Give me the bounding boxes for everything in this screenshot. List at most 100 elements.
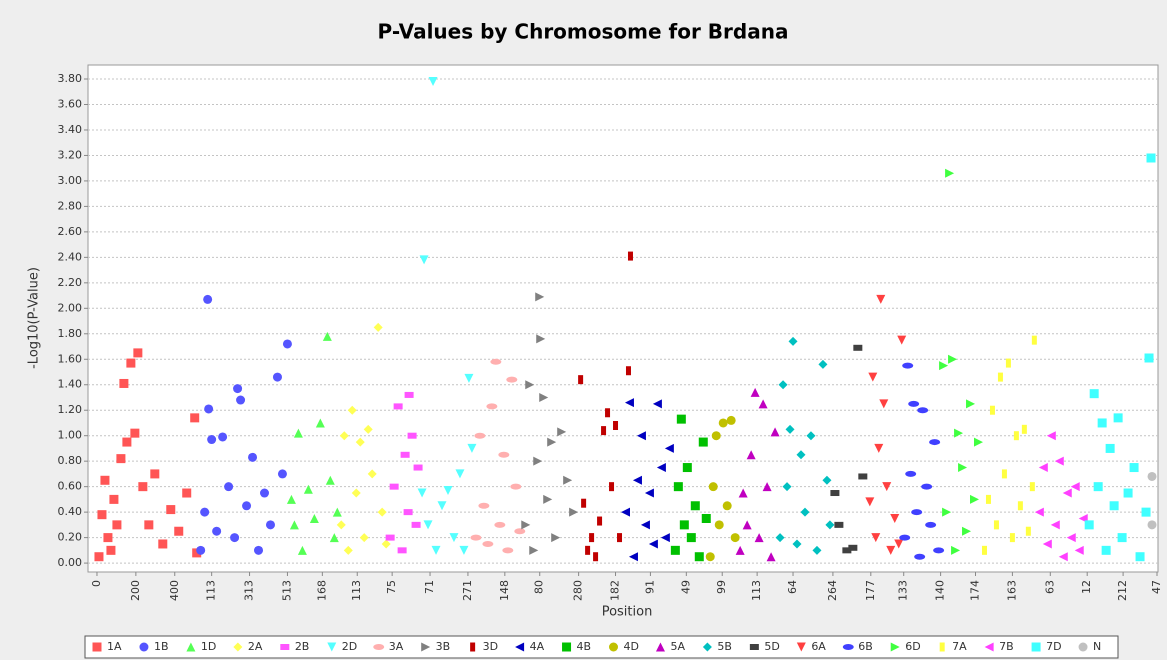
point	[297, 545, 307, 555]
point	[506, 376, 518, 383]
point	[529, 545, 539, 555]
point	[332, 507, 342, 517]
legend-label: 3A	[389, 640, 404, 653]
legend-label: 5D	[764, 640, 779, 653]
point	[825, 520, 835, 530]
legend-label: 2A	[248, 640, 263, 653]
point	[224, 482, 234, 492]
point	[1050, 520, 1060, 530]
x-tick-label: 212	[1116, 580, 1129, 601]
legend-item: 7B	[984, 640, 1014, 653]
point	[1117, 533, 1127, 543]
legend-marker	[984, 642, 994, 652]
point	[150, 469, 160, 479]
y-tick-label: 3.60	[58, 97, 83, 110]
point	[1123, 488, 1133, 498]
x-tick-label: 163	[1005, 580, 1018, 601]
point	[119, 378, 129, 388]
x-tick-label: 140	[934, 580, 947, 601]
point	[1093, 482, 1103, 492]
legend-marker	[890, 642, 900, 652]
point	[1001, 469, 1007, 479]
point	[109, 494, 119, 504]
x-tick-label: 168	[315, 580, 328, 601]
point	[1066, 533, 1076, 543]
point	[997, 372, 1003, 382]
point	[490, 358, 502, 365]
point	[1101, 545, 1111, 555]
point	[708, 482, 718, 492]
y-tick-label: 3.00	[58, 174, 83, 187]
point	[970, 494, 980, 504]
point	[656, 463, 666, 473]
legend-item: 3B	[421, 640, 450, 653]
point	[502, 547, 514, 554]
legend-item: 6D	[890, 640, 921, 653]
point	[981, 545, 987, 555]
legend-item: 3D	[470, 640, 498, 653]
point	[1147, 471, 1157, 481]
point	[890, 513, 900, 523]
point	[705, 552, 715, 562]
point	[974, 437, 984, 447]
x-tick-label: 64	[786, 580, 799, 594]
point	[138, 482, 148, 492]
point	[985, 494, 991, 504]
legend-item: 7A	[939, 640, 967, 653]
point	[130, 428, 140, 438]
point	[925, 521, 937, 528]
point	[103, 533, 113, 543]
point	[133, 348, 143, 358]
point	[865, 497, 875, 507]
point	[543, 494, 553, 504]
point	[359, 533, 369, 543]
legend-marker	[609, 642, 618, 652]
legend-label: 5A	[670, 640, 685, 653]
y-tick-label: 3.40	[58, 123, 83, 136]
point	[597, 516, 603, 526]
point	[625, 366, 631, 376]
y-tick-label: 0.20	[58, 531, 83, 544]
point	[886, 545, 896, 555]
legend-item: 2D	[327, 640, 357, 653]
point	[871, 533, 881, 543]
point	[735, 545, 745, 555]
point	[581, 498, 587, 508]
point	[788, 336, 798, 346]
point	[286, 494, 296, 504]
legend-label: 7B	[999, 640, 1014, 653]
legend-marker	[655, 642, 665, 652]
point	[144, 520, 154, 530]
x-tick-label: 91	[643, 580, 656, 594]
point	[336, 520, 346, 530]
point	[1089, 389, 1099, 399]
point	[498, 451, 510, 458]
point	[230, 533, 240, 543]
y-tick-label: 0.00	[58, 556, 83, 569]
point	[782, 482, 792, 492]
point	[467, 443, 477, 453]
point	[242, 501, 252, 511]
point	[389, 483, 399, 490]
point	[730, 533, 740, 543]
legend-marker	[421, 642, 431, 652]
point	[1021, 424, 1027, 434]
point	[750, 387, 760, 397]
point	[679, 520, 689, 530]
point	[158, 539, 168, 549]
y-tick-label: 1.40	[58, 378, 83, 391]
point	[166, 505, 176, 515]
point	[204, 404, 214, 414]
point	[455, 469, 465, 479]
legend-marker	[562, 642, 572, 652]
point	[373, 322, 383, 332]
y-axis-label: -Log10(P-Value)	[27, 267, 42, 369]
x-tick-label: 400	[168, 580, 181, 601]
point	[792, 539, 802, 549]
legend-item: 1D	[186, 640, 216, 653]
y-tick-label: 1.60	[58, 352, 83, 365]
point	[525, 380, 535, 390]
point	[785, 424, 795, 434]
point	[551, 533, 561, 543]
x-tick-label: 271	[461, 580, 474, 601]
